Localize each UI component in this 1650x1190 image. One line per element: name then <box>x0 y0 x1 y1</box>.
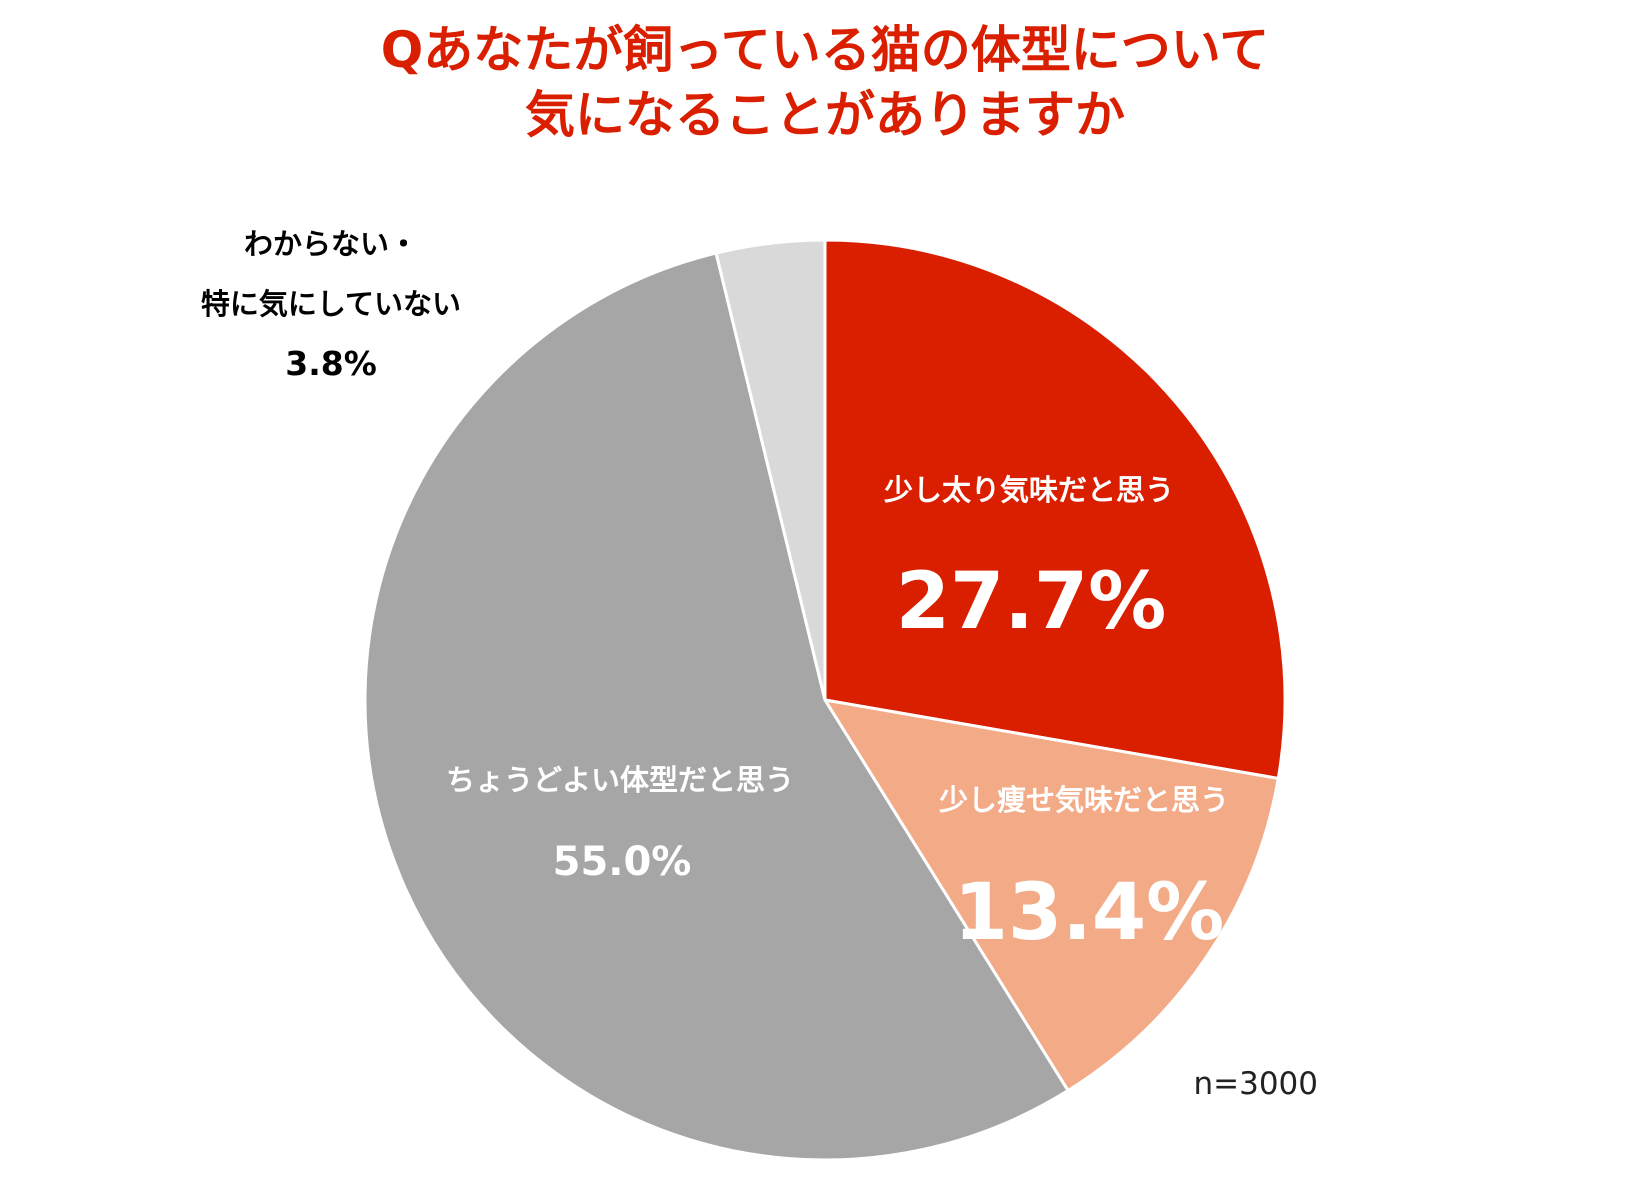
slice-label-unknown-line-2: 特に気にしていない <box>201 287 461 321</box>
chart-title-line-1: Qあなたが飼っている猫の体型について <box>381 21 1270 79</box>
slice-label-unknown-line-1: わからない・ <box>244 227 418 261</box>
pie-slice-overweight <box>823 238 1287 780</box>
slice-value-underweight: 13.4% <box>954 868 1225 958</box>
sample-size-note: n=3000 <box>1193 1066 1318 1102</box>
slice-label-underweight: 少し痩せ気味だと思う <box>939 783 1229 817</box>
slice-value-overweight: 27.7% <box>896 557 1167 647</box>
pie-slices <box>363 238 1287 1162</box>
slice-label-just-right: ちょうどよい体型だと思う <box>446 763 794 797</box>
slice-label-overweight: 少し太り気味だと思う <box>884 473 1174 507</box>
slice-value-unknown: 3.8% <box>285 344 377 383</box>
slice-value-just-right: 55.0% <box>553 839 692 885</box>
pie-slice-just-right <box>363 251 1070 1162</box>
pie-slice-unknown <box>714 238 827 702</box>
pie-slice-underweight <box>823 698 1280 1093</box>
chart-title: Qあなたが飼っている猫の体型について 気になることがありますか <box>381 21 1270 144</box>
chart-title-line-2: 気になることがありますか <box>525 86 1125 144</box>
